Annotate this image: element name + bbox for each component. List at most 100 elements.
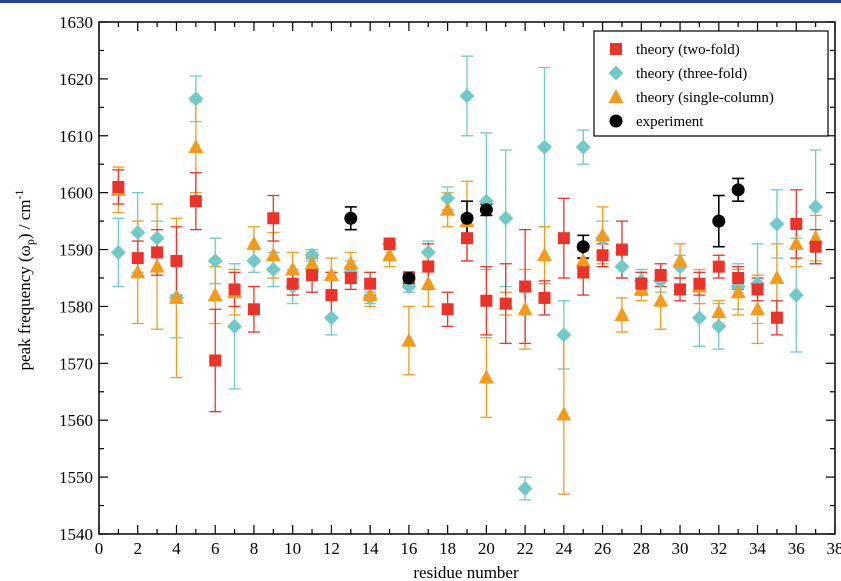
data-point bbox=[306, 269, 319, 282]
data-point bbox=[343, 255, 359, 270]
data-point bbox=[401, 332, 417, 347]
data-point bbox=[732, 272, 745, 284]
data-point bbox=[189, 195, 202, 208]
data-point bbox=[267, 212, 280, 225]
legend-label: theory (three-fold) bbox=[636, 66, 747, 82]
data-point bbox=[712, 214, 726, 228]
data-point bbox=[790, 217, 803, 230]
x-tick-label: 0 bbox=[95, 539, 104, 558]
data-point bbox=[207, 287, 223, 302]
y-tick-label: 1600 bbox=[59, 184, 93, 203]
x-tick-label: 34 bbox=[749, 539, 767, 558]
data-point bbox=[362, 287, 378, 302]
data-point bbox=[478, 369, 494, 384]
y-tick-labels: 1540 1550 1560 1570 1580 1590 1600 1610 1620 1630 bbox=[59, 13, 93, 544]
data-point bbox=[730, 284, 746, 299]
data-point bbox=[614, 306, 630, 321]
data-point bbox=[517, 301, 533, 316]
data-point bbox=[188, 91, 204, 107]
data-point bbox=[325, 289, 338, 302]
data-point bbox=[556, 327, 572, 343]
data-point bbox=[654, 269, 667, 282]
data-point bbox=[809, 240, 822, 253]
data-point bbox=[519, 280, 532, 293]
data-point bbox=[672, 252, 688, 267]
data-point bbox=[731, 183, 745, 197]
data-point bbox=[653, 292, 669, 307]
legend-label: theory (single-column) bbox=[636, 90, 774, 106]
data-point bbox=[712, 260, 725, 273]
x-tick-label: 36 bbox=[788, 539, 805, 558]
top-rule bbox=[0, 0, 841, 3]
data-point bbox=[536, 139, 552, 155]
data-point bbox=[440, 190, 456, 206]
data-point bbox=[557, 232, 570, 245]
data-point bbox=[498, 210, 514, 226]
data-point bbox=[461, 232, 473, 245]
legend-label: theory (two-fold) bbox=[636, 42, 740, 58]
data-point bbox=[247, 303, 260, 316]
data-point bbox=[693, 277, 706, 290]
y-axis-title-sup: -1 bbox=[12, 189, 26, 199]
data-point bbox=[130, 264, 146, 279]
data-point bbox=[304, 255, 320, 270]
x-tick-label: 6 bbox=[211, 539, 220, 558]
y-tick-label: 1630 bbox=[59, 13, 93, 32]
data-point bbox=[151, 246, 164, 259]
data-point bbox=[770, 311, 783, 324]
data-point bbox=[479, 203, 493, 217]
axis-ticks bbox=[98, 21, 836, 535]
data-point bbox=[635, 277, 648, 290]
data-point bbox=[110, 244, 126, 260]
y-axis-title-main: peak frequency (ω bbox=[15, 245, 34, 370]
legend-marker bbox=[609, 114, 623, 128]
data-point bbox=[441, 303, 454, 316]
x-tick-label: 18 bbox=[439, 539, 456, 558]
x-tick-label: 30 bbox=[672, 539, 689, 558]
data-point bbox=[596, 249, 609, 262]
data-point bbox=[422, 260, 435, 273]
data-point bbox=[788, 287, 804, 303]
data-point bbox=[751, 283, 764, 296]
data-point bbox=[383, 237, 396, 250]
data-point bbox=[538, 291, 551, 304]
data-point bbox=[536, 247, 552, 262]
data-point bbox=[228, 283, 241, 296]
x-tick-label: 14 bbox=[362, 539, 380, 558]
data-point bbox=[711, 304, 727, 319]
data-point bbox=[112, 180, 125, 193]
x-tick-label: 12 bbox=[323, 539, 340, 558]
y-axis-title-rest: ) / cm bbox=[15, 199, 34, 239]
x-tick-label: 38 bbox=[827, 539, 841, 558]
data-point bbox=[615, 243, 628, 256]
y-tick-label: 1580 bbox=[59, 297, 93, 316]
data-point bbox=[265, 247, 281, 262]
data-point bbox=[480, 294, 493, 307]
data-point bbox=[344, 211, 358, 225]
data-point bbox=[286, 277, 299, 290]
x-tick-labels: 0 2 4 6 8 10 12 14 16 18 20 22 24 26 28 30 32 34 36 38 bbox=[95, 539, 841, 558]
data-point bbox=[808, 199, 824, 215]
series-triangle bbox=[110, 139, 824, 421]
data-point bbox=[575, 252, 591, 267]
x-tick-label: 22 bbox=[517, 539, 534, 558]
x-tick-label: 16 bbox=[400, 539, 417, 558]
data-point bbox=[170, 254, 183, 267]
data-point bbox=[246, 253, 262, 269]
data-point bbox=[323, 310, 339, 326]
y-tick-label: 1620 bbox=[59, 70, 93, 89]
x-axis-title: residue number bbox=[413, 563, 519, 581]
data-point bbox=[769, 270, 785, 284]
data-point bbox=[285, 261, 301, 276]
data-point bbox=[246, 235, 262, 250]
data-point bbox=[769, 216, 785, 232]
data-point bbox=[575, 139, 591, 155]
y-tick-label: 1540 bbox=[59, 525, 93, 544]
y-tick-label: 1590 bbox=[59, 241, 93, 260]
x-tick-label: 32 bbox=[710, 539, 727, 558]
data-point bbox=[440, 201, 456, 216]
data-point bbox=[149, 258, 165, 273]
data-point bbox=[595, 227, 611, 242]
y-tick-label: 1570 bbox=[59, 354, 93, 373]
